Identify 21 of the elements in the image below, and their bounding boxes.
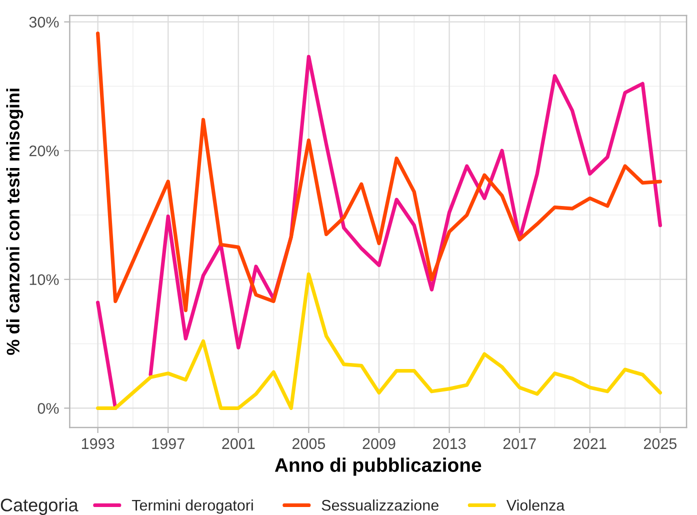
x-tick-label: 2001 bbox=[222, 438, 255, 450]
x-tick-label: 2021 bbox=[574, 438, 606, 450]
x-tick-label: 2009 bbox=[362, 438, 396, 450]
legend-title: Categoria bbox=[0, 498, 78, 515]
legend-label: Sessualizzazione bbox=[322, 499, 438, 511]
y-tick-label: 10% bbox=[30, 274, 59, 286]
y-axis-title: % di canzoni con testi misogini bbox=[6, 88, 24, 355]
x-tick-label: 2013 bbox=[433, 438, 466, 450]
y-tick-label: 30% bbox=[29, 16, 59, 28]
line-series bbox=[96, 272, 662, 410]
x-tick-label: 2005 bbox=[292, 438, 326, 450]
legend-label: Violenza bbox=[506, 499, 565, 511]
legend-label: Termini derogatori bbox=[132, 499, 253, 514]
x-tick-label: 1993 bbox=[82, 438, 114, 450]
line-series bbox=[96, 32, 662, 312]
x-axis-title: Anno di pubblicazione bbox=[274, 458, 482, 476]
y-tick-label: 20% bbox=[29, 146, 59, 156]
y-tick-label: 0% bbox=[38, 403, 59, 414]
x-tick-label: 2025 bbox=[644, 438, 677, 450]
x-tick-label: 2017 bbox=[503, 438, 536, 450]
x-tick-label: 1997 bbox=[152, 438, 184, 450]
